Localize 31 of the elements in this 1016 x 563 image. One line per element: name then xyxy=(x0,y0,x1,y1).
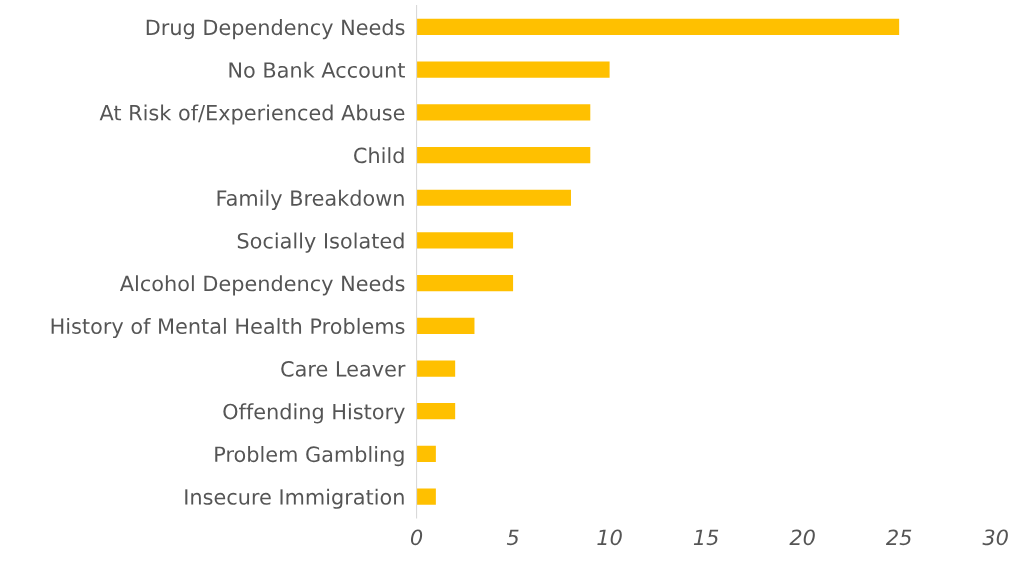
bar xyxy=(416,232,514,249)
y-tick-label: Child xyxy=(354,147,404,164)
x-tick-label: 10 xyxy=(597,529,622,546)
x-tick-label: 0 xyxy=(410,529,423,546)
bar xyxy=(416,488,436,505)
bar xyxy=(416,104,591,121)
y-tick-label: History of Mental Health Problems xyxy=(51,317,405,339)
y-tick-label: Insecure Immigration xyxy=(185,488,404,509)
bar xyxy=(416,275,514,292)
y-tick-label: No Bank Account xyxy=(229,61,405,78)
x-tick-label: 25 xyxy=(885,529,912,546)
bar xyxy=(416,445,436,463)
y-tick-label: Offending History xyxy=(223,403,405,424)
bar xyxy=(416,317,475,334)
y-tick-label: Alcohol Dependency Needs xyxy=(119,275,405,296)
bar xyxy=(416,146,591,164)
bar xyxy=(416,403,456,420)
y-tick-label: At Risk of/Experienced Abuse xyxy=(99,104,405,125)
y-tick-label: Care Leaver xyxy=(281,360,406,377)
x-tick-label: 30 xyxy=(982,529,1008,546)
y-tick-label: Problem Gambling xyxy=(215,446,404,467)
y-tick-label: Family Breakdown xyxy=(217,189,404,210)
bar xyxy=(416,18,900,36)
y-tick-label: Drug Dependency Needs xyxy=(146,19,405,40)
bar xyxy=(416,360,456,377)
y-tick-label: Socially Isolated xyxy=(237,232,404,253)
bar xyxy=(416,61,610,78)
x-tick-label: 15 xyxy=(693,529,719,546)
x-tick-label: 20 xyxy=(789,529,815,546)
x-tick-label: 5 xyxy=(506,529,519,546)
bar xyxy=(416,189,571,206)
